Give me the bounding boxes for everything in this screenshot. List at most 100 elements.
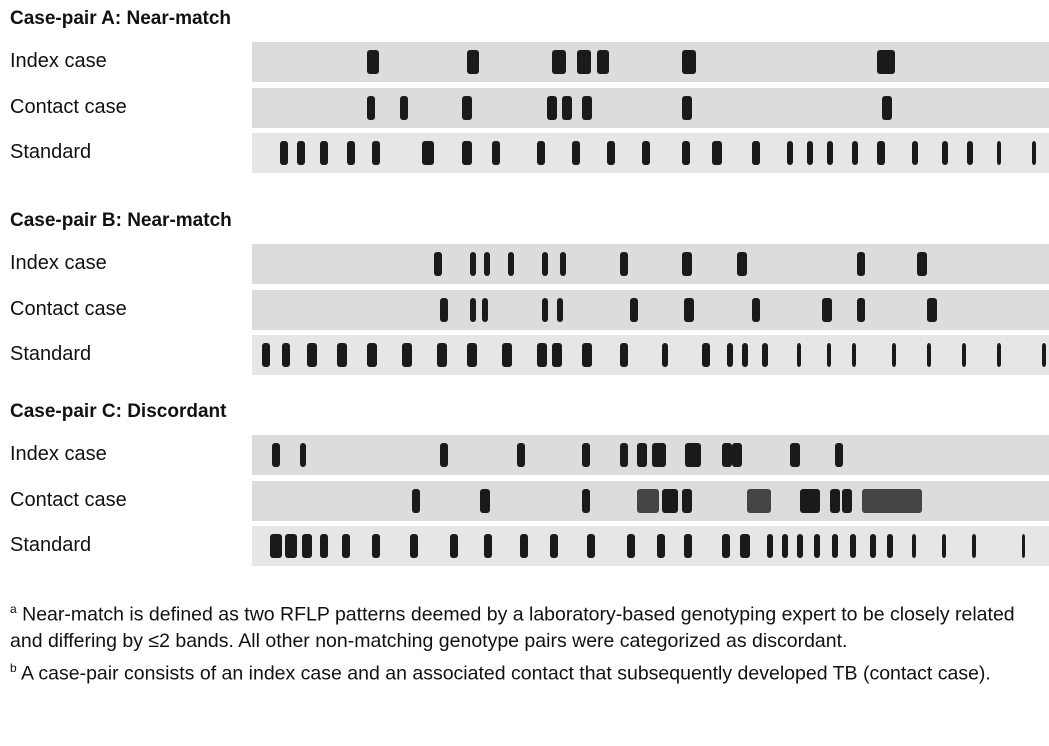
gel-band — [850, 534, 856, 558]
gel-band — [742, 343, 748, 367]
gel-band — [642, 141, 650, 165]
gel-band — [582, 343, 592, 367]
row-label: Index case — [10, 252, 107, 274]
gel-band — [882, 95, 892, 120]
gel-band — [682, 488, 692, 513]
gel-strip — [252, 335, 1049, 375]
gel-band — [450, 534, 458, 558]
gel-band — [462, 95, 472, 120]
gel-band — [842, 488, 852, 513]
gel-background — [252, 526, 1049, 566]
gel-band — [662, 488, 678, 513]
gel-band — [807, 141, 813, 165]
gel-band — [797, 534, 803, 558]
gel-band — [800, 488, 820, 513]
gel-band — [550, 534, 558, 558]
gel-band — [814, 534, 820, 558]
gel-band — [560, 252, 566, 276]
gel-band — [852, 343, 856, 367]
gel-strip — [252, 133, 1049, 173]
gel-band — [712, 141, 722, 165]
gel-band — [552, 50, 566, 74]
gel-band — [887, 534, 893, 558]
gel-band — [470, 297, 476, 322]
row-label: Contact case — [10, 297, 127, 320]
gel-background — [252, 435, 1049, 475]
gel-band — [627, 534, 635, 558]
gel-band — [537, 343, 547, 367]
gel-band — [962, 343, 966, 367]
gel-band — [942, 141, 948, 165]
gel-band — [434, 252, 442, 276]
gel-band — [684, 297, 694, 322]
gel-band — [372, 141, 380, 165]
gel-band — [1032, 141, 1036, 165]
gel-band — [562, 95, 572, 120]
gel-band — [870, 534, 876, 558]
gel-background — [252, 289, 1049, 330]
footnote-text: Near-match is defined as two RFLP patter… — [10, 603, 1015, 653]
gel-band — [367, 50, 379, 74]
gel-strip — [252, 526, 1049, 566]
gel-band — [852, 141, 858, 165]
gel-band — [832, 534, 838, 558]
group-title: Case-pair B: Near-match — [10, 210, 232, 231]
gel-band — [1042, 343, 1046, 367]
gel-band — [547, 95, 557, 120]
gel-band — [440, 297, 448, 322]
gel-band — [467, 50, 479, 74]
gel-band — [262, 343, 270, 367]
gel-band — [830, 488, 840, 513]
gel-band — [300, 443, 306, 467]
footnote-text: A case-pair consists of an index case an… — [21, 662, 991, 684]
gel-background — [252, 42, 1049, 82]
gel-band — [747, 488, 771, 513]
gel-band — [508, 252, 514, 276]
gel-strip — [252, 289, 1049, 330]
gel-band — [620, 343, 628, 367]
gel-band — [682, 252, 692, 276]
gel-band — [320, 141, 328, 165]
row-label: Contact case — [10, 488, 127, 511]
gel-band — [282, 343, 290, 367]
footnote: a Near-match is defined as two RFLP patt… — [10, 596, 1046, 655]
gel-band — [400, 95, 408, 120]
gel-background — [252, 244, 1049, 284]
gel-band — [657, 534, 665, 558]
gel-band — [280, 141, 288, 165]
gel-band — [737, 252, 747, 276]
gel-band — [727, 343, 733, 367]
gel-band — [607, 141, 615, 165]
gel-band — [967, 141, 973, 165]
footnotes: a Near-match is defined as two RFLP patt… — [10, 596, 1046, 687]
gel-band — [822, 297, 832, 322]
gel-band — [440, 443, 448, 467]
gel-band — [572, 141, 580, 165]
gel-band — [782, 534, 788, 558]
gel-band — [722, 443, 732, 467]
gel-band — [662, 343, 668, 367]
gel-band — [372, 534, 380, 558]
gel-strip — [252, 480, 1049, 521]
gel-band — [620, 443, 628, 467]
gel-band — [787, 141, 793, 165]
gel-band — [740, 534, 750, 558]
gel-band — [347, 141, 355, 165]
gel-band — [637, 488, 659, 513]
gel-band — [912, 141, 918, 165]
gel-band — [480, 488, 490, 513]
row-label: Index case — [10, 50, 107, 72]
gel-band — [542, 252, 548, 276]
gel-band — [752, 141, 760, 165]
gel-band — [942, 534, 946, 558]
gel-band — [927, 343, 931, 367]
gel-band — [342, 534, 350, 558]
gel-band — [307, 343, 317, 367]
gel-strip — [252, 87, 1049, 128]
gel-band — [857, 252, 865, 276]
gel-band — [422, 141, 434, 165]
gel-band — [437, 343, 447, 367]
gel-band — [620, 252, 628, 276]
gel-band — [1022, 534, 1025, 558]
